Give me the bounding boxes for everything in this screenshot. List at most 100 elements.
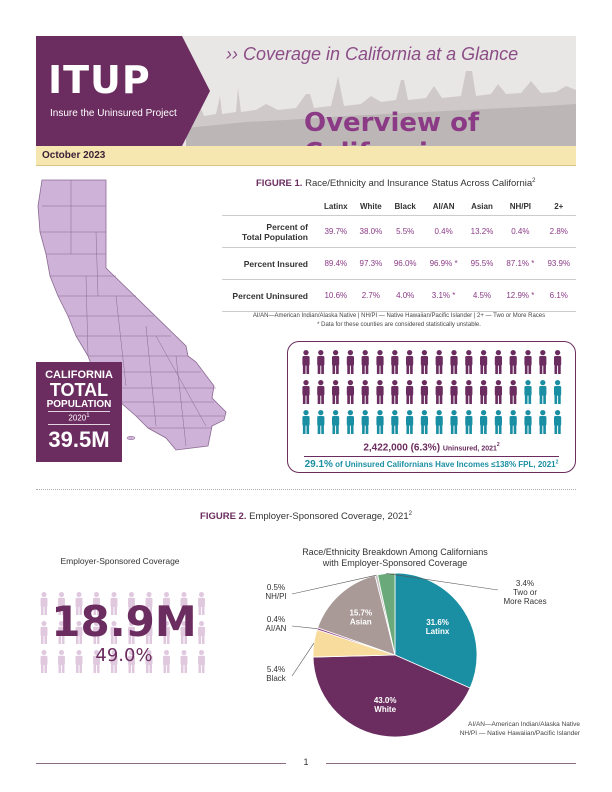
pie-leader-line (291, 643, 315, 677)
figure1-title: FIGURE 1. Race/Ethnicity and Insurance S… (256, 178, 536, 189)
table-cell: 6.1% (541, 279, 576, 312)
table-cell: 97.3% (353, 247, 389, 280)
person-icon (435, 410, 443, 434)
figure1-title-text: Race/Ethnicity and Insurance Status Acro… (305, 178, 533, 190)
pie-slice-two-or-more-races (377, 572, 396, 656)
low-income-label: of Uninsured Californians Have Incomes ≤… (335, 460, 556, 469)
uninsured-label: Uninsured, 2021 (442, 445, 497, 453)
figure2-label: FIGURE 2. (200, 511, 247, 523)
pie-outside-value: 0.5% (267, 583, 285, 592)
column-header: Latinx (318, 198, 354, 216)
header-kicker: ›› Coverage in California at a Glance (226, 44, 519, 64)
table-cell: 5.5% (388, 215, 423, 248)
person-icon (93, 650, 100, 673)
column-header: Asian (464, 198, 500, 216)
date-bar: October 2023 (36, 146, 576, 166)
person-icon (539, 380, 547, 404)
table-cell: 2.8% (541, 215, 576, 248)
logo-arrow-shape (182, 36, 210, 146)
pie-outside-category: AI/AN (266, 624, 287, 633)
person-icon (75, 621, 83, 644)
person-icon (376, 380, 384, 404)
pie-outside-value: 0.4% (267, 615, 285, 624)
footer-rule-left (36, 763, 286, 764)
person-icon (317, 350, 325, 374)
pie-category-label: White (374, 705, 396, 714)
section-divider (36, 489, 576, 490)
table-header-blank (222, 198, 318, 216)
person-icon (145, 650, 153, 673)
person-icon (494, 380, 502, 404)
person-icon (435, 380, 443, 404)
pie-outside-value: 3.4% (516, 579, 534, 588)
person-icon (145, 621, 153, 644)
person-icon (163, 621, 170, 644)
nhpi-note: NH/PI — Native Hawaiian/Pacific Islander (459, 730, 580, 737)
table-cell: 2.7% (353, 279, 389, 312)
esc-percent: 49.0% (95, 645, 153, 666)
person-icon (75, 592, 83, 615)
esc-count: 18.9M (51, 597, 197, 646)
person-icon (110, 621, 118, 644)
table-cell: 4.5% (464, 279, 500, 312)
table-cell: 10.6% (318, 279, 354, 312)
person-icon (180, 621, 188, 644)
person-icon (361, 350, 369, 374)
population-year-text: 2020 (68, 413, 87, 423)
person-icon (509, 350, 517, 374)
pie-value-label: 15.7% (349, 608, 372, 617)
population-rule (48, 423, 110, 425)
low-income-sup: 2 (555, 459, 559, 466)
person-icon (163, 592, 170, 615)
table-cell: 39.7% (318, 215, 354, 248)
pie-outside-category: More Races (503, 597, 546, 606)
column-header: NH/PI (499, 198, 542, 216)
figure1-notes: AI/AN—American Indian/Alaska Native | NH… (222, 312, 576, 330)
person-icon (554, 380, 562, 404)
california-skyline-graphic (186, 71, 576, 146)
person-icon (302, 350, 310, 374)
population-box: CALIFORNIA TOTAL POPULATION 20201 39.5M (36, 362, 122, 462)
population-label-3: POPULATION (46, 399, 112, 410)
person-icon (524, 350, 532, 374)
person-icon (376, 410, 384, 434)
unstable-data-note: * Data for these counties are considered… (317, 322, 481, 328)
pie-outside-category: Two or (513, 588, 537, 597)
esc-people-icons (40, 592, 205, 673)
low-income-stat: 29.1% of Uninsured Californians Have Inc… (288, 459, 575, 470)
table-cell: 38.0% (353, 215, 389, 248)
person-icon (198, 650, 205, 673)
person-icon (450, 380, 458, 404)
table-cell: 4.0% (388, 279, 423, 312)
table-cell: 12.9% * (499, 279, 542, 312)
person-icon (93, 592, 100, 615)
person-icon (198, 592, 205, 615)
person-icon (198, 621, 205, 644)
people-icon-grid (302, 350, 562, 434)
person-icon (539, 410, 547, 434)
population-label-2: TOTAL (49, 380, 109, 400)
person-icon (110, 592, 118, 615)
panel-divider (304, 456, 559, 457)
person-icon (40, 621, 48, 644)
pie-value-label: 43.0% (374, 696, 397, 705)
figure2-notes: AI/AN—American Indian/Alaska Native NH/P… (440, 720, 580, 738)
person-icon (391, 380, 399, 404)
person-icon (406, 410, 414, 434)
logo-subtitle: Insure the Uninsured Project (50, 108, 177, 119)
pie-outside-category: NH/PI (265, 592, 286, 601)
row-label-line2: Total Population (242, 231, 308, 242)
person-icon (391, 410, 399, 434)
header-banner: ITUP Insure the Uninsured Project ›› Cov… (36, 36, 576, 146)
person-icon (93, 621, 100, 644)
figure1-label: FIGURE 1. (256, 178, 303, 190)
footer-rule-right (326, 763, 576, 764)
table-cell: 96.0% (388, 247, 423, 280)
population-rule (48, 411, 110, 412)
person-icon (180, 592, 188, 615)
person-icon (435, 350, 443, 374)
pie-heading: Race/Ethnicity Breakdown Among Californi… (290, 547, 500, 569)
table-row: Percent of Total Population 39.7% 38.0% 5… (222, 215, 576, 248)
person-icon (554, 350, 562, 374)
person-icon (465, 410, 473, 434)
